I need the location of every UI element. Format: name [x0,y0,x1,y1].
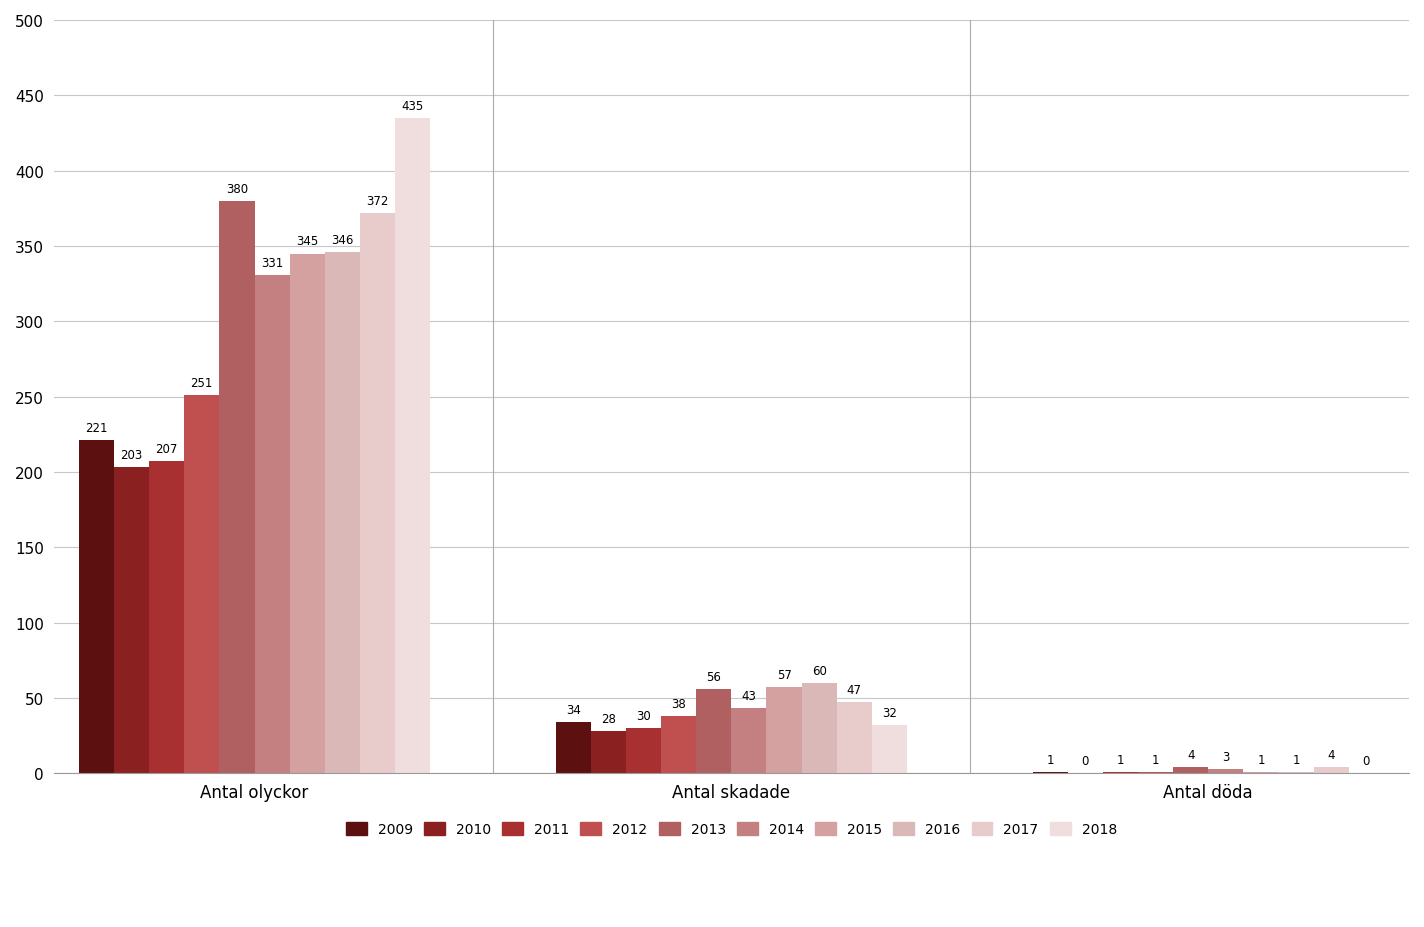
Bar [360,213,394,773]
Text: 4: 4 [1327,748,1334,761]
Bar [325,253,360,773]
Bar [696,689,732,773]
Text: 1: 1 [1116,753,1124,766]
Bar [732,709,766,773]
Bar [802,683,837,773]
Bar [1138,772,1173,773]
Text: 4: 4 [1186,748,1195,761]
Bar [219,201,255,773]
Text: 207: 207 [155,443,178,456]
Text: 38: 38 [671,697,686,710]
Bar [1102,772,1138,773]
Text: 251: 251 [191,376,214,389]
Bar [1243,772,1279,773]
Bar [394,119,430,773]
Bar [78,441,114,773]
Bar [289,254,325,773]
Bar [591,731,627,773]
Bar [627,729,661,773]
Text: 43: 43 [742,690,756,703]
Bar [114,468,150,773]
Text: 435: 435 [402,100,424,113]
Bar [1208,768,1243,773]
Text: 1: 1 [1152,753,1159,766]
Text: 1: 1 [1293,753,1300,766]
Text: 221: 221 [85,422,108,435]
Text: 346: 346 [332,234,353,247]
Text: 0: 0 [1082,755,1089,768]
Text: 203: 203 [121,449,142,462]
Text: 1: 1 [1047,753,1054,766]
Text: 56: 56 [706,670,721,683]
Bar [1279,772,1313,773]
Text: 345: 345 [296,235,319,248]
Text: 1: 1 [1257,753,1265,766]
Bar [184,396,219,773]
Text: 32: 32 [881,706,897,719]
Bar [555,722,591,773]
Text: 3: 3 [1222,750,1229,763]
Bar [1313,768,1349,773]
Text: 28: 28 [601,712,615,725]
Text: 380: 380 [226,183,248,196]
Text: 30: 30 [637,709,651,722]
Text: 34: 34 [565,704,581,717]
Text: 57: 57 [776,668,792,681]
Bar [150,462,184,773]
Bar [871,725,907,773]
Text: 372: 372 [366,195,389,208]
Bar [255,275,289,773]
Text: 47: 47 [847,684,862,697]
Bar [1032,772,1068,773]
Bar [837,703,871,773]
Bar [766,688,802,773]
Bar [661,717,696,773]
Legend: 2009, 2010, 2011, 2012, 2013, 2014, 2015, 2016, 2017, 2018: 2009, 2010, 2011, 2012, 2013, 2014, 2015… [340,817,1122,842]
Bar [1173,768,1208,773]
Text: 0: 0 [1363,755,1370,768]
Text: 331: 331 [261,256,283,269]
Text: 60: 60 [812,664,827,677]
